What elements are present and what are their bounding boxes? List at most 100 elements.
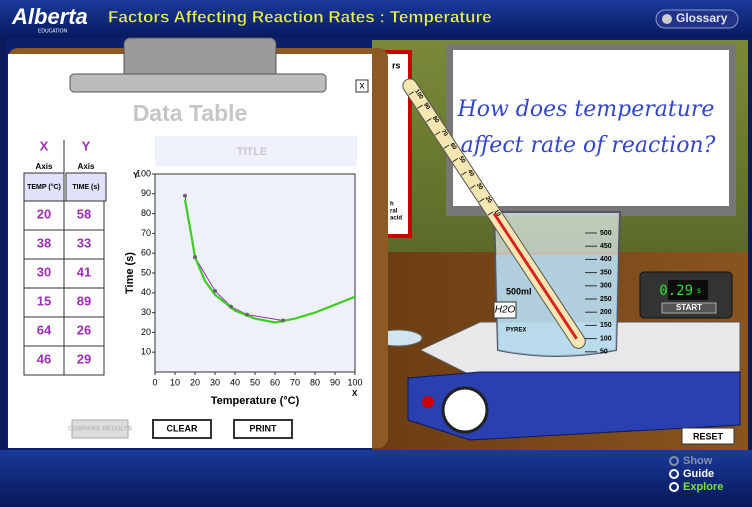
dial xyxy=(441,386,489,434)
thermometer-label: 90 xyxy=(422,102,431,111)
cell-value: 38 xyxy=(37,235,51,250)
cell-value: 41 xyxy=(77,264,91,279)
cell-value: 64 xyxy=(37,322,52,337)
cell-value: 46 xyxy=(37,351,51,366)
column-var: X xyxy=(40,138,49,153)
thermometer-label: 10 xyxy=(492,209,501,218)
y-tick-label: 50 xyxy=(141,267,151,277)
column-axis: Axis xyxy=(36,162,53,171)
thermometer-label: 20 xyxy=(484,196,493,205)
reset-button[interactable]: RESET xyxy=(681,427,735,445)
y-tick-label: 10 xyxy=(141,347,151,357)
data-point xyxy=(229,304,233,309)
thermometer-label: 30 xyxy=(475,182,484,191)
clear-label: CLEAR xyxy=(167,423,198,433)
compare-label: COMPARE RESULTS xyxy=(68,426,133,433)
thermometer-label: 100 xyxy=(413,89,424,101)
x-tick-label: 10 xyxy=(170,377,180,387)
thermometer-mark xyxy=(408,91,414,96)
thermometer-mark xyxy=(443,144,450,149)
glossary-label: Glossary xyxy=(676,11,728,25)
whiteboard-text: How does temperature xyxy=(457,97,715,122)
beaker-brand: PYREX xyxy=(506,328,526,334)
table-cell xyxy=(23,200,65,231)
thermometer-mark xyxy=(470,184,476,189)
x-axis-label: Temperature (°C) xyxy=(211,395,300,407)
clear-bg xyxy=(152,419,212,439)
cell-value: 33 xyxy=(77,235,91,250)
cell-value: 26 xyxy=(77,322,91,337)
nav-bullet xyxy=(669,456,679,466)
graduation-label: 400 xyxy=(600,256,612,263)
table-cell xyxy=(63,200,105,231)
thermometer-mark xyxy=(417,104,423,109)
timer-unit: s xyxy=(697,286,701,295)
cell-value: 29 xyxy=(77,351,91,366)
y-axis-label: Time (s) xyxy=(124,252,136,294)
compare-button[interactable]: COMPARE RESULTS xyxy=(68,419,133,439)
compare-bg xyxy=(71,419,129,439)
table-cell xyxy=(63,316,105,347)
nav-bullet xyxy=(669,469,679,479)
column-label: TIME (s) xyxy=(72,184,99,191)
data-point xyxy=(281,318,285,323)
column-header xyxy=(65,172,107,202)
x-tick-label: 100 xyxy=(347,377,362,387)
glossary-button[interactable]: Glossary xyxy=(655,9,739,29)
graduation-label: 350 xyxy=(600,269,612,276)
plot-area xyxy=(154,173,356,373)
y-tick-label: 40 xyxy=(141,287,151,297)
nav-item[interactable]: Show xyxy=(669,455,713,467)
print-bg xyxy=(233,419,293,439)
start-button[interactable]: START xyxy=(661,302,717,314)
x-tick-label: 40 xyxy=(230,377,240,387)
thermometer-mark xyxy=(461,171,467,176)
data-point xyxy=(183,193,187,198)
graph: 0 10 20 30 40 50 60 70 80 90 100 10 20 30 40 50 60 70 80 90… xyxy=(124,168,363,407)
start-bg xyxy=(661,302,717,314)
title: Factors Affecting Reaction Rates : Tempe… xyxy=(108,7,492,26)
nav-item[interactable]: Guide xyxy=(669,468,714,480)
thermometer-label: 70 xyxy=(440,129,449,138)
y-tick-label: 80 xyxy=(141,208,151,218)
beaker-size: 500ml xyxy=(506,286,532,296)
thermometer-mark xyxy=(452,158,459,163)
poster-text: rs xyxy=(392,60,401,70)
logo: Alberta xyxy=(11,4,88,29)
graduation-label: 250 xyxy=(600,296,612,303)
header-bar xyxy=(0,0,752,38)
x-tick-label: 0 xyxy=(152,377,157,387)
table-cell xyxy=(63,287,105,318)
thermometer-mark xyxy=(478,198,485,203)
thermometer-label: 60 xyxy=(448,142,457,151)
y-letter: Y xyxy=(133,171,139,180)
x-tick-label: 60 xyxy=(270,377,280,387)
table-cell xyxy=(23,258,65,289)
column-axis: Axis xyxy=(78,162,95,171)
column-label: TEMP (°C) xyxy=(27,183,61,191)
data-table: X Axis TEMP (°C) Y Axis TIME (s) 20 58 38 33 30 41 1… xyxy=(23,138,107,376)
whiteboard-text: affect rate of reaction? xyxy=(461,133,716,158)
thermometer-label: 40 xyxy=(466,169,475,178)
cell-value: 58 xyxy=(77,206,91,221)
y-tick-label: 90 xyxy=(141,188,151,198)
column-var: Y xyxy=(82,138,91,153)
graduations: 500 450 400 350 300 250 200 150 100 50 xyxy=(585,230,612,356)
close-button[interactable]: x xyxy=(355,79,369,93)
poster-text: ral xyxy=(390,209,398,215)
timer-display: 0.29 xyxy=(659,283,693,299)
clear-button[interactable]: CLEAR xyxy=(152,419,212,439)
nav-label: Guide xyxy=(683,468,714,480)
nav-item[interactable]: Explore xyxy=(669,481,723,493)
graduation-label: 200 xyxy=(600,309,612,316)
table-title: Data Table xyxy=(133,100,248,126)
print-label: PRINT xyxy=(250,423,278,433)
nav-bullet xyxy=(669,482,679,492)
print-button[interactable]: PRINT xyxy=(233,419,293,439)
x-tick-label: 30 xyxy=(210,377,220,387)
graduation-label: 150 xyxy=(600,322,612,329)
poster-text: acid xyxy=(390,216,402,222)
reset-label: RESET xyxy=(693,431,724,441)
